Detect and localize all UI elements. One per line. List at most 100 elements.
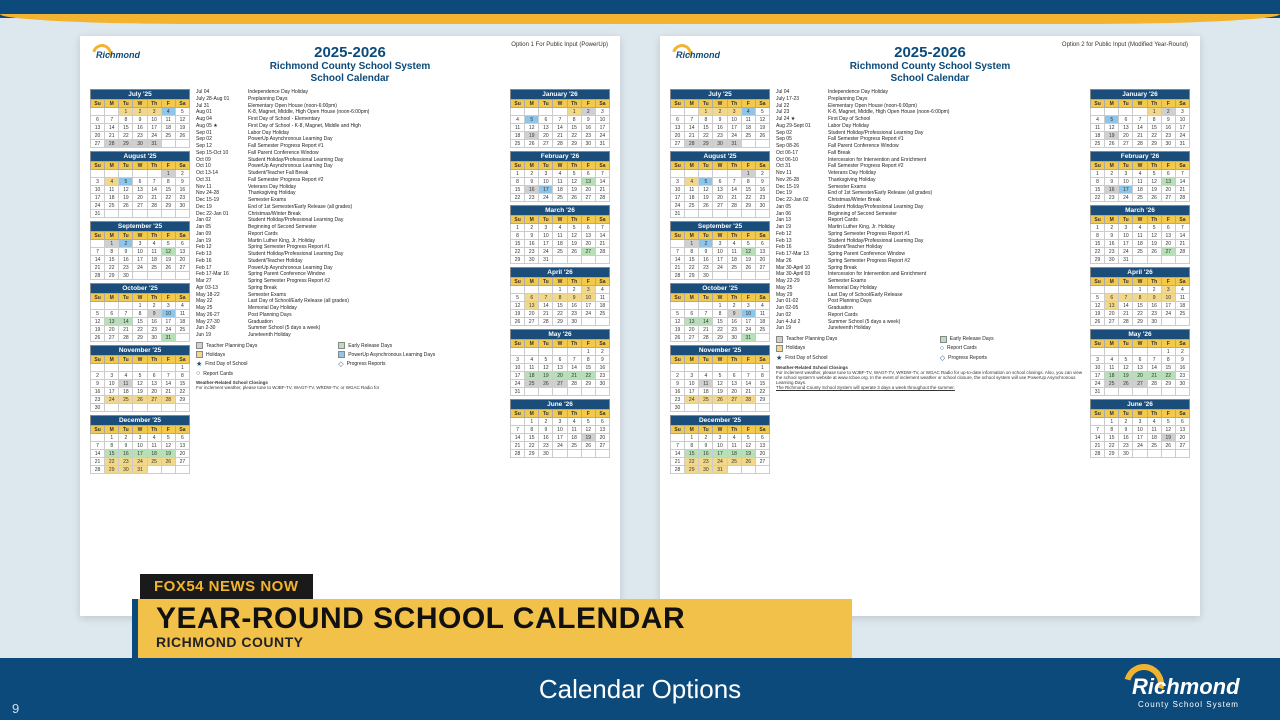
day-cell-empty [105,364,119,372]
day-header: Th [567,216,581,224]
day-cell: 21 [161,388,175,396]
event-desc: Semester Exams [248,197,286,203]
day-header: F [581,278,595,286]
day-cell-empty [105,302,119,310]
day-cell-empty [91,240,105,248]
day-cell: 6 [133,178,147,186]
day-cell: 18 [595,302,609,310]
day-cell: 9 [119,442,133,450]
day-cell-empty [175,140,189,148]
event-desc: Preplanning Days [248,96,287,102]
event-desc: Labor Day Holiday [828,123,869,129]
day-cell: 1 [755,364,769,372]
day-cell: 12 [133,380,147,388]
day-cell: 28 [671,466,685,474]
day-header: Sa [755,232,769,240]
day-cell-empty [1105,108,1119,116]
legend-star-icon [196,360,202,368]
day-cell: 2 [1161,108,1175,116]
day-cell: 6 [1161,170,1175,178]
day-cell: 8 [175,372,189,380]
day-cell: 13 [755,442,769,450]
month-block: May '26 SuMTuWThFSa123456789101112131415… [510,329,610,396]
day-cell: 3 [105,372,119,380]
day-cell: 9 [1147,294,1161,302]
day-header: W [553,216,567,224]
day-header: Tu [539,340,553,348]
day-cell: 26 [119,202,133,210]
event-date: Sep 08-26 [776,143,828,149]
day-cell: 18 [1105,372,1119,380]
day-cell: 21 [511,442,525,450]
month-block: November '25 SuMTuWThFSa1234567891011121… [90,345,190,412]
day-header: Su [511,100,525,108]
legend-item: Teacher Planning Days [196,342,326,349]
day-cell: 29 [713,334,727,342]
day-cell: 9 [671,380,685,388]
day-cell: 27 [755,264,769,272]
day-header: F [1161,162,1175,170]
month-block: December '25 SuMTuWThFSa1234567891011121… [670,415,770,474]
event-row: Feb 16Student/Teacher Holiday [776,244,1084,250]
day-cell: 18 [511,132,525,140]
day-cell: 1 [525,418,539,426]
day-cell: 13 [133,186,147,194]
day-cell: 18 [685,194,699,202]
event-desc: Semester Exams [828,184,866,190]
day-cell: 30 [595,380,609,388]
day-header: Su [1091,100,1105,108]
day-header: Tu [119,426,133,434]
doc-header: Richmond 2025-2026 Richmond County Schoo… [670,44,1190,85]
day-cell: 19 [539,372,553,380]
day-header: Su [511,340,525,348]
day-cell-empty [1147,256,1161,264]
day-cell: 21 [119,326,133,334]
day-cell: 9 [713,116,727,124]
day-cell: 31 [1175,140,1189,148]
day-cell-empty [727,210,741,218]
day-cell: 15 [133,318,147,326]
day-cell: 2 [119,240,133,248]
day-cell: 22 [119,132,133,140]
event-desc: Student Holiday/Professional Learning Da… [828,238,923,244]
day-cell: 22 [511,248,525,256]
day-cell: 18 [147,450,161,458]
day-cell: 29 [685,272,699,280]
day-cell-empty [91,170,105,178]
day-header: Sa [1175,100,1189,108]
day-cell: 30 [91,404,105,412]
day-cell: 20 [105,326,119,334]
legend-item: Holidays [776,345,928,352]
day-cell: 3 [511,356,525,364]
event-desc: Student Holiday/Professional Learning Da… [248,157,343,163]
day-header: Sa [175,294,189,302]
day-cell: 8 [105,442,119,450]
event-date: Dec 19 [776,190,828,196]
event-desc: Fall Semester Progress Report #1 [828,136,904,142]
day-cell-empty [567,348,581,356]
event-row: Jan 19Martin Luther King, Jr. Holiday [776,224,1084,230]
day-cell-empty [175,334,189,342]
day-cell: 22 [553,310,567,318]
day-cell: 29 [755,396,769,404]
month-grid: SuMTuWThFSa12345678910111213141516171819… [510,215,610,264]
event-date: Jan 09 [196,231,248,237]
day-cell-empty [671,364,685,372]
day-cell: 27 [1161,194,1175,202]
day-cell-empty [105,210,119,218]
day-cell-empty [91,364,105,372]
day-cell: 23 [539,442,553,450]
day-cell: 10 [511,364,525,372]
event-desc: Spring Semester Progress Report #2 [248,278,330,284]
day-cell: 15 [1105,434,1119,442]
day-cell: 7 [161,372,175,380]
legend-diamond-icon [940,354,945,362]
day-cell: 26 [567,194,581,202]
event-desc: Independence Day Holiday [248,89,308,95]
day-cell: 5 [755,108,769,116]
day-header: Su [91,232,105,240]
day-cell: 11 [105,186,119,194]
day-cell: 18 [1147,434,1161,442]
month-grid: SuMTuWThFSa12345678910111213141516171819… [510,99,610,148]
day-cell: 10 [133,442,147,450]
